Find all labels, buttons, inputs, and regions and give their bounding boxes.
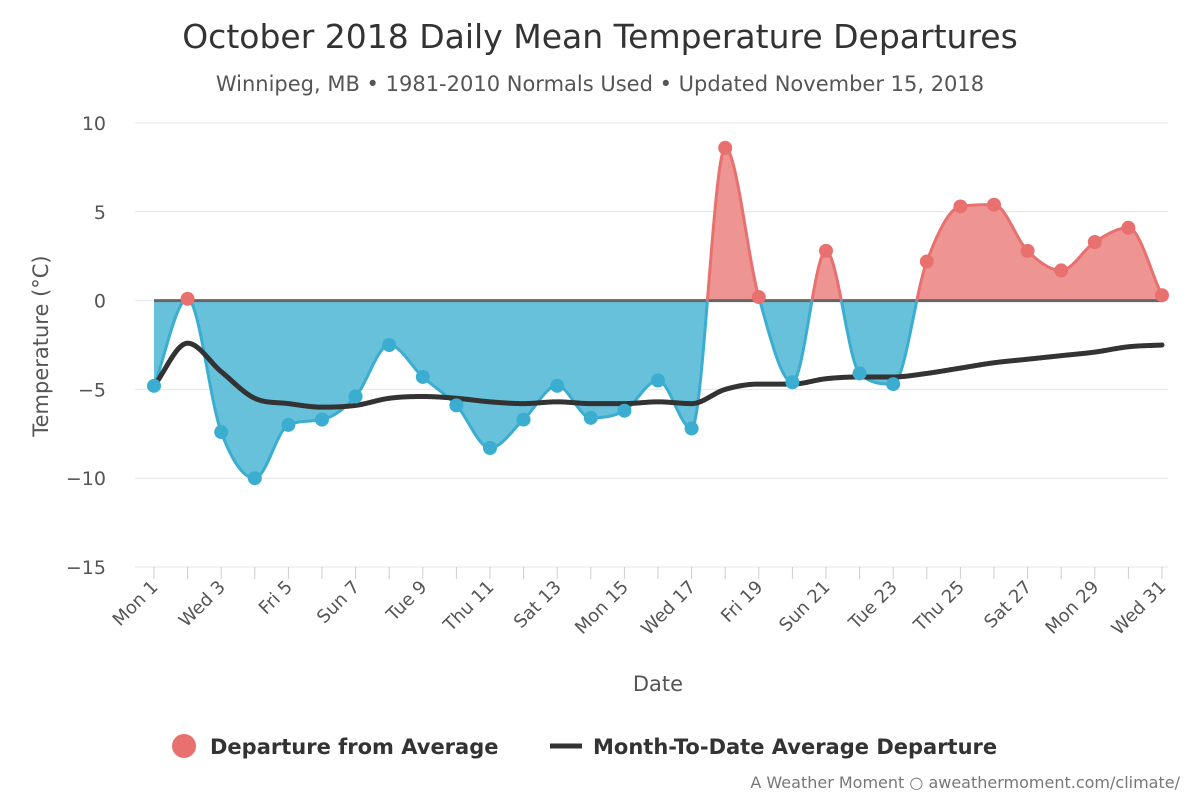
mtd-average-line: [151, 340, 1165, 410]
departure-point[interactable]: [516, 412, 531, 427]
departure-point[interactable]: [751, 290, 766, 305]
departure-point[interactable]: [718, 140, 733, 155]
x-tick-label: Thu 25: [909, 577, 969, 637]
departure-point[interactable]: [953, 199, 968, 214]
mtd-average-series-line: [151, 340, 1165, 410]
negative-departure-area: [154, 300, 185, 386]
departure-point[interactable]: [1087, 234, 1102, 249]
departure-point[interactable]: [684, 421, 699, 436]
y-axis-title: Temperature (°C): [29, 255, 53, 437]
y-tick-label: 10: [82, 113, 106, 135]
legend-item-mtd[interactable]: Month-To-Date Average Departure: [550, 735, 997, 759]
departure-point[interactable]: [919, 254, 934, 269]
departure-point[interactable]: [550, 378, 565, 393]
departure-area: [154, 147, 1162, 479]
departure-point[interactable]: [483, 441, 497, 456]
x-tick-label: Mon 1: [109, 577, 163, 631]
departure-points: [147, 140, 1169, 486]
negative-departure-area: [190, 300, 708, 479]
negative-departure-area: [841, 300, 917, 385]
x-tick-label: Wed 3: [175, 577, 230, 632]
departure-point[interactable]: [852, 366, 867, 381]
departure-point[interactable]: [1121, 220, 1136, 235]
x-tick-label: Mon 15: [571, 577, 633, 639]
departure-point[interactable]: [1054, 263, 1069, 278]
departure-point[interactable]: [281, 417, 296, 432]
negative-departure-area: [759, 300, 812, 383]
x-tick-label: Wed 31: [1108, 577, 1171, 640]
x-tick-label: Tue 23: [844, 577, 902, 635]
positive-departure-area: [707, 147, 760, 301]
x-tick-label: Fri 5: [255, 577, 297, 619]
chart-title: October 2018 Daily Mean Temperature Depa…: [182, 17, 1018, 56]
departure-point[interactable]: [180, 291, 195, 306]
x-tick-label: Tue 9: [382, 577, 431, 626]
departure-point[interactable]: [449, 398, 464, 413]
departure-point[interactable]: [415, 369, 430, 384]
x-tick-label: Thu 11: [439, 577, 499, 637]
y-tick-label: −10: [66, 468, 106, 490]
x-axis-ticks: Mon 1 Wed 3 Fri 5 Sun 7 Tue 9 Thu 11 Sat 13 Mon…: [109, 567, 1171, 640]
negative-departure-line: [839, 299, 919, 386]
departure-point[interactable]: [247, 471, 262, 486]
chart-subtitle: Winnipeg, MB • 1981-2010 Normals Used • …: [216, 72, 984, 96]
departure-point[interactable]: [819, 243, 833, 258]
legend-label-mtd: Month-To-Date Average Departure: [593, 735, 997, 759]
departure-point[interactable]: [785, 375, 800, 390]
departure-point[interactable]: [1020, 243, 1035, 258]
x-tick-label: Sun 7: [313, 577, 364, 628]
positive-departure-area: [811, 250, 842, 301]
x-tick-label: Fri 19: [717, 577, 767, 627]
departure-point[interactable]: [651, 373, 665, 388]
positive-departure-area: [916, 204, 1162, 301]
departure-point[interactable]: [382, 338, 397, 352]
y-tick-label: −5: [78, 379, 106, 401]
x-tick-label: Mon 29: [1041, 577, 1103, 639]
departure-point[interactable]: [987, 197, 1001, 212]
y-tick-label: 5: [94, 202, 106, 224]
x-tick-label: Wed 17: [637, 577, 700, 640]
positive-departure-line: [705, 146, 762, 302]
negative-departure-line: [758, 299, 814, 384]
x-tick-label: Sat 27: [980, 577, 1036, 633]
departure-point[interactable]: [214, 425, 229, 440]
legend-symbol-departure: [172, 734, 196, 758]
chart-legend: Departure from Average Month-To-Date Ave…: [172, 734, 997, 759]
x-axis-title: Date: [633, 672, 683, 696]
departure-point[interactable]: [348, 389, 363, 404]
departure-point[interactable]: [1155, 288, 1169, 303]
negative-departure-line: [152, 299, 186, 387]
x-tick-label: Sun 21: [775, 577, 834, 636]
y-tick-label: −15: [66, 557, 106, 579]
legend-label-departure: Departure from Average: [210, 735, 498, 759]
chart-credit[interactable]: A Weather Moment ○ aweathermoment.com/cl…: [750, 773, 1180, 792]
departure-point[interactable]: [315, 412, 329, 427]
departure-point[interactable]: [583, 410, 598, 425]
y-tick-label: 0: [94, 291, 106, 313]
y-axis-ticks: 10 5 0 −5 −10 −15: [66, 113, 106, 579]
x-tick-label: Sat 13: [510, 577, 566, 633]
departure-point[interactable]: [147, 378, 161, 393]
departure-point[interactable]: [617, 403, 632, 418]
legend-item-departure[interactable]: Departure from Average: [172, 734, 498, 759]
departure-point[interactable]: [886, 377, 901, 392]
